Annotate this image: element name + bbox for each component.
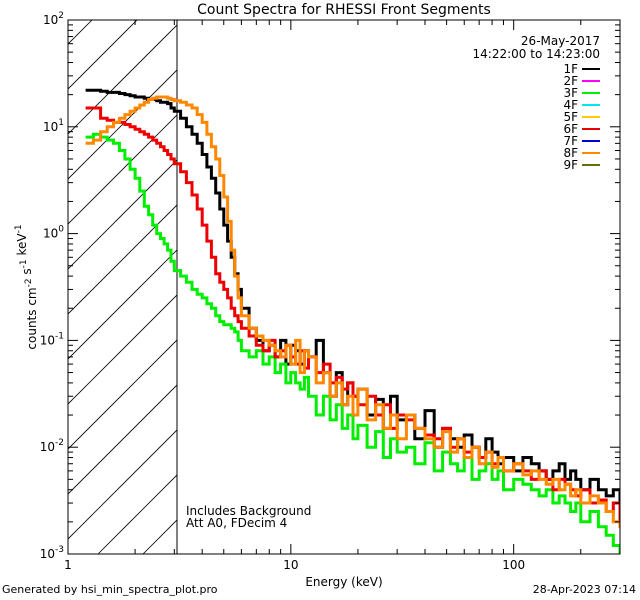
y-axis-label: counts cm-2 s-1 keV-1	[14, 224, 39, 349]
y-tick-label: 10-3	[40, 545, 64, 561]
legend-label-4F: 4F	[563, 98, 578, 112]
legend-label-7F: 7F	[563, 134, 578, 148]
annotation-time-range: 14:22:00 to 14:23:00	[473, 47, 600, 61]
legend-label-3F: 3F	[563, 86, 578, 100]
note-background: Includes Background	[186, 504, 311, 518]
y-tick-label: 100	[43, 225, 64, 241]
plot-frame	[67, 19, 621, 555]
x-tick-label: 100	[502, 558, 525, 572]
legend-label-2F: 2F	[563, 74, 578, 88]
footer-generated-by: Generated by hsi_min_spectra_plot.pro	[2, 583, 218, 596]
annotation-date: 26-May-2017	[521, 34, 600, 48]
chart-title: Count Spectra for RHESSI Front Segments	[197, 2, 491, 18]
x-tick-label: 1	[64, 558, 72, 572]
y-tick-label: 102	[43, 11, 64, 27]
legend-label-5F: 5F	[563, 110, 578, 124]
footer-timestamp: 28-Apr-2023 07:14	[532, 583, 636, 596]
y-tick-label: 101	[43, 118, 64, 134]
note-attenuator: Att A0, FDecim 4	[186, 516, 287, 530]
y-tick-label: 10-2	[40, 438, 64, 454]
legend-label-1F: 1F	[563, 62, 578, 76]
legend-label-9F: 9F	[563, 158, 578, 172]
legend-label-8F: 8F	[563, 146, 578, 160]
legend-label-6F: 6F	[563, 122, 578, 136]
series-6F	[85, 106, 620, 524]
x-tick-label: 10	[283, 558, 298, 572]
background-hatch-region	[68, 20, 177, 554]
x-axis-label: Energy (keV)	[305, 575, 382, 589]
axes: 1 10 100 10-3 10-2 10-1 100 101 102	[40, 11, 621, 572]
series-3F	[85, 132, 620, 554]
series-8F	[85, 95, 620, 529]
y-tick-label: 10-1	[40, 331, 64, 347]
